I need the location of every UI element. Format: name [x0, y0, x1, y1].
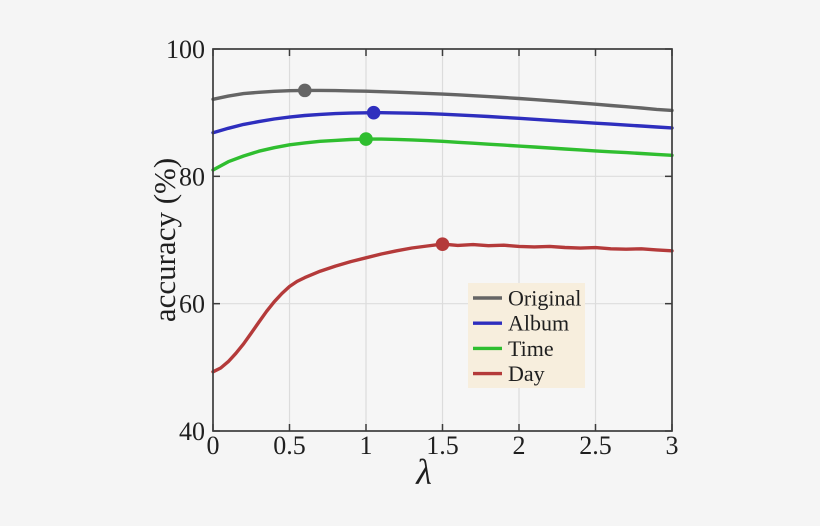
x-tick-label-1: 1 [360, 431, 373, 460]
x-axis-label: λ [415, 452, 432, 492]
legend-label-album: Album [508, 311, 569, 336]
legend-entry-album: Album [473, 311, 569, 336]
series-line-original [211, 88, 674, 113]
x-tick-label-0.5: 0.5 [273, 431, 306, 460]
axis-ticks [212, 48, 673, 432]
y-tick-label-100: 100 [166, 35, 205, 64]
series-line-album [211, 111, 674, 135]
legend-background [468, 283, 585, 388]
marker-time [359, 132, 373, 146]
x-tick-label-2: 2 [513, 431, 526, 460]
marker-original [298, 83, 312, 98]
x-tick-label-0: 0 [207, 431, 220, 460]
y-tick-label-80: 80 [179, 162, 205, 191]
legend-entry-day: Day [473, 361, 545, 386]
y-tick-label-40: 40 [179, 417, 205, 446]
x-tick-label-3: 3 [666, 431, 679, 460]
x-tick-label-1.5: 1.5 [426, 431, 459, 460]
legend-label-time: Time [508, 336, 554, 361]
y-tick-label-60: 60 [179, 290, 205, 319]
y-axis-label: accuracy (%) [147, 158, 182, 322]
x-tick-label-2.5: 2.5 [579, 431, 612, 460]
marker-album [366, 105, 381, 120]
series-line-time [211, 137, 674, 172]
legend-entry-time: Time [473, 336, 554, 361]
legend-entry-original: Original [473, 286, 581, 311]
legend-label-original: Original [508, 286, 581, 311]
series-line-day [211, 242, 674, 374]
marker-day [435, 237, 450, 251]
legend-label-day: Day [508, 361, 545, 386]
